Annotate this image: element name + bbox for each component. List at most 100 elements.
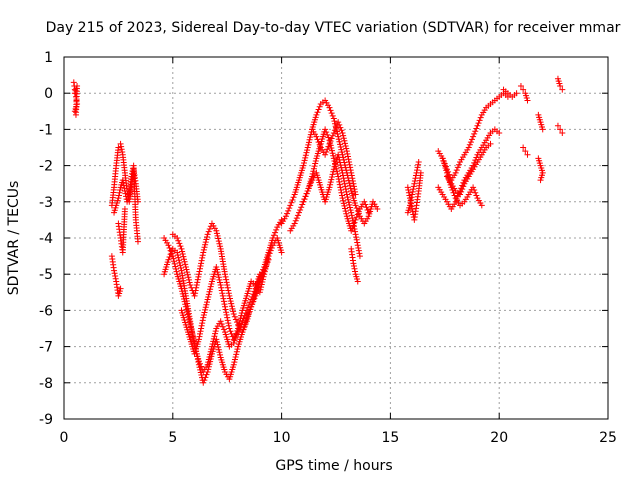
data-point: [212, 328, 219, 335]
data-point: [302, 152, 309, 159]
data-point: [112, 273, 119, 280]
data-point: [174, 249, 181, 256]
data-point: [199, 254, 206, 261]
data-point: [291, 220, 298, 227]
data-point: [180, 256, 187, 263]
data-point: [121, 187, 128, 194]
data-point: [197, 328, 204, 335]
data-point: [412, 175, 419, 182]
data-point: [224, 282, 231, 289]
data-point: [201, 244, 208, 251]
data-point: [195, 358, 202, 365]
data-point: [469, 136, 475, 143]
data-point: [496, 130, 503, 137]
data-point: [222, 273, 229, 280]
data-point: [326, 140, 333, 147]
data-point: [223, 279, 230, 286]
data-point: [242, 310, 249, 317]
data-point: [214, 232, 221, 239]
data-point: [260, 266, 267, 273]
data-point: [195, 361, 202, 368]
data-point: [198, 322, 205, 329]
data-point: [470, 184, 477, 191]
x-axis-label: GPS time / hours: [275, 458, 392, 474]
data-point: [348, 172, 355, 179]
data-point: [356, 253, 363, 260]
data-point: [299, 201, 306, 208]
data-point: [307, 179, 314, 186]
data-point: [406, 202, 413, 209]
data-point: [250, 291, 257, 298]
data-point: [354, 211, 361, 218]
data-point: [294, 212, 301, 219]
data-point: [352, 228, 359, 235]
data-point: [243, 307, 250, 314]
y-tick-label: -7: [39, 340, 53, 356]
data-point: [184, 311, 191, 318]
x-tick-label: 15: [381, 430, 399, 446]
data-point: [476, 117, 483, 124]
data-point: [195, 271, 202, 278]
data-point: [198, 260, 205, 267]
data-point: [236, 326, 243, 333]
data-point: [297, 206, 304, 213]
data-point: [134, 238, 141, 245]
data-point: [350, 180, 357, 187]
data-point: [203, 299, 210, 306]
data-point: [303, 149, 310, 156]
data-point: [194, 276, 201, 283]
data-point: [306, 182, 313, 189]
data-point: [177, 262, 184, 269]
data-point: [329, 150, 336, 157]
data-point: [330, 115, 337, 122]
data-point: [340, 175, 347, 182]
data-point: [180, 296, 187, 303]
data-point: [336, 181, 343, 188]
data-point: [410, 183, 417, 190]
data-point: [207, 286, 214, 293]
data-point: [301, 196, 308, 203]
data-point: [327, 138, 334, 145]
data-point: [331, 127, 338, 134]
data-point: [273, 226, 280, 233]
data-point: [471, 187, 478, 194]
data-point: [183, 266, 190, 273]
data-point: [374, 206, 381, 213]
data-point: [200, 312, 207, 319]
data-point: [352, 231, 359, 238]
data-point: [269, 235, 276, 241]
data-point: [327, 107, 334, 114]
data-point: [203, 233, 210, 240]
data-point: [300, 160, 307, 167]
data-point: [217, 243, 224, 250]
data-point: [167, 247, 174, 254]
data-point: [219, 323, 226, 330]
data-point: [185, 276, 192, 283]
data-point: [292, 217, 299, 224]
data-point: [472, 189, 479, 196]
data-point: [121, 185, 128, 192]
data-point: [315, 139, 322, 146]
data-point: [346, 204, 353, 211]
data-point: [180, 253, 187, 260]
data-point: [220, 298, 227, 305]
data-point: [238, 320, 245, 327]
data-point: [204, 231, 211, 238]
data-point: [200, 249, 207, 256]
data-point: [338, 167, 345, 174]
data-point: [335, 151, 342, 158]
data-point: [342, 140, 349, 147]
data-point: [215, 344, 222, 351]
data-point: [118, 143, 125, 150]
data-point: [201, 309, 208, 316]
data-point: [351, 225, 358, 232]
data-point: [330, 152, 337, 159]
data-point: [231, 356, 238, 363]
data-point: [520, 86, 527, 93]
data-point: [224, 317, 231, 324]
data-point: [118, 146, 125, 153]
data-point: [111, 267, 118, 274]
data-point: [328, 176, 335, 183]
data-point: [348, 212, 355, 219]
